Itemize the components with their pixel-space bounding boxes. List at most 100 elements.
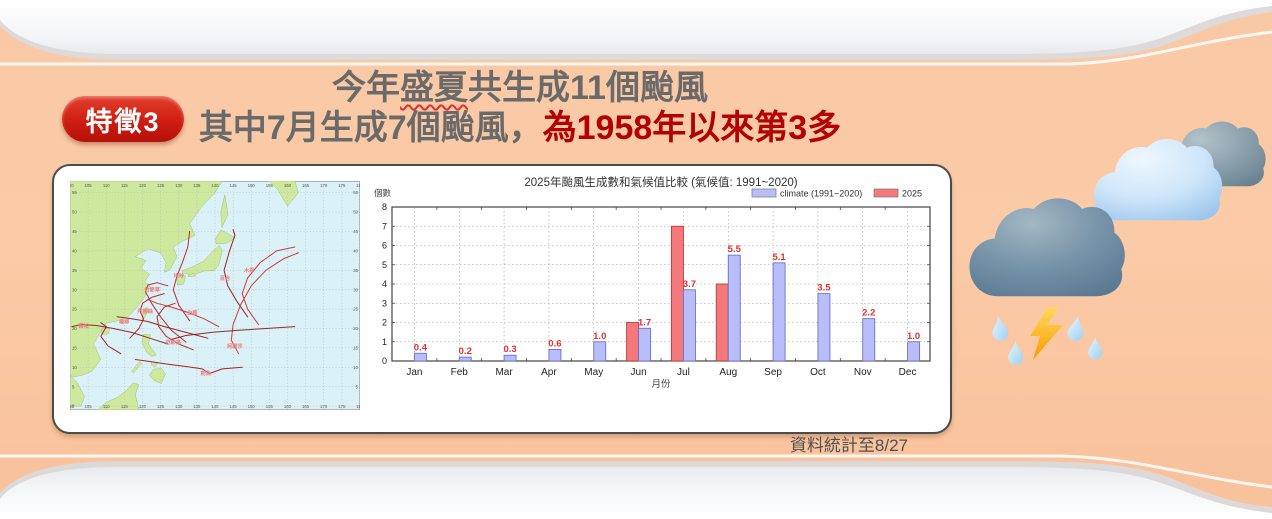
svg-text:135: 135 — [193, 183, 201, 188]
svg-text:150: 150 — [248, 183, 256, 188]
bottom-wave-decoration — [0, 454, 1272, 519]
svg-text:3.7: 3.7 — [683, 279, 696, 290]
svg-text:10: 10 — [353, 365, 358, 370]
svg-text:個數: 個數 — [374, 188, 392, 198]
svg-text:2025年颱風生成數和氣候值比較 (氣候值: 1991~20: 2025年颱風生成數和氣候值比較 (氣候值: 1991~2020) — [524, 175, 797, 189]
svg-text:5.5: 5.5 — [728, 244, 742, 255]
svg-text:155: 155 — [266, 183, 274, 188]
svg-text:4: 4 — [382, 279, 387, 289]
svg-text:5: 5 — [72, 384, 75, 389]
svg-text:玲玲: 玲玲 — [174, 271, 185, 279]
raindrop-icon — [992, 314, 1103, 365]
svg-text:5: 5 — [356, 384, 359, 389]
svg-text:10: 10 — [72, 365, 77, 370]
svg-text:白鹿: 白鹿 — [187, 309, 198, 317]
svg-text:105: 105 — [85, 183, 93, 188]
slide-title: 今年盛夏共生成11個颱風 其中7月生成7個颱風，為1958年以來第3多 — [170, 68, 870, 148]
svg-text:Jan: Jan — [406, 367, 422, 378]
svg-text:8: 8 — [382, 202, 387, 212]
svg-text:155: 155 — [266, 404, 274, 409]
svg-text:楊柳: 楊柳 — [119, 317, 129, 325]
svg-text:Nov: Nov — [854, 367, 872, 378]
svg-text:50: 50 — [72, 210, 77, 215]
svg-text:Jul: Jul — [677, 367, 690, 378]
svg-text:25: 25 — [72, 307, 77, 312]
svg-text:160: 160 — [284, 183, 292, 188]
svg-text:30: 30 — [353, 287, 358, 292]
svg-text:0: 0 — [382, 356, 387, 366]
svg-text:2.2: 2.2 — [862, 308, 875, 319]
svg-text:2025: 2025 — [902, 189, 922, 199]
svg-text:Aug: Aug — [719, 367, 737, 378]
svg-text:Sep: Sep — [764, 367, 782, 378]
svg-text:55: 55 — [72, 190, 77, 195]
svg-text:180: 180 — [356, 183, 360, 188]
svg-text:1: 1 — [382, 337, 387, 347]
title-highlight: 為1958年以來第3多 — [542, 109, 842, 147]
light-cloud-icon — [1093, 138, 1223, 221]
svg-text:Mar: Mar — [495, 367, 513, 378]
svg-text:20: 20 — [353, 326, 358, 331]
svg-text:130: 130 — [175, 183, 183, 188]
svg-text:2: 2 — [382, 318, 387, 328]
svg-text:115: 115 — [121, 404, 128, 409]
svg-text:125: 125 — [157, 183, 165, 188]
svg-text:145: 145 — [230, 183, 238, 188]
svg-text:5.1: 5.1 — [772, 252, 786, 263]
svg-text:165: 165 — [302, 404, 310, 409]
svg-text:170: 170 — [320, 183, 328, 188]
svg-text:175: 175 — [338, 183, 346, 188]
svg-text:6: 6 — [382, 241, 387, 251]
svg-text:0.3: 0.3 — [503, 344, 516, 355]
svg-text:木恩: 木恩 — [243, 266, 255, 274]
svg-text:100: 100 — [70, 183, 74, 188]
svg-text:125: 125 — [157, 404, 165, 409]
svg-text:15: 15 — [72, 345, 77, 350]
svg-text:月份: 月份 — [651, 378, 671, 390]
svg-text:30: 30 — [72, 287, 77, 292]
svg-text:165: 165 — [302, 183, 310, 188]
title-line1: 今年盛夏共生成11個颱風 — [332, 69, 708, 107]
svg-text:3: 3 — [382, 298, 387, 308]
footnote: 資料統計至8/27 — [789, 436, 908, 455]
svg-text:110: 110 — [103, 183, 110, 188]
svg-text:15: 15 — [353, 345, 358, 350]
svg-text:55: 55 — [353, 190, 358, 195]
svg-text:0.4: 0.4 — [414, 342, 428, 353]
svg-text:Oct: Oct — [810, 367, 826, 378]
lightning-icon — [1030, 307, 1063, 360]
svg-text:0: 0 — [72, 404, 75, 409]
svg-text:Feb: Feb — [451, 367, 469, 378]
svg-text:175: 175 — [338, 404, 346, 409]
svg-text:Dec: Dec — [899, 367, 917, 378]
title-line2: 其中7月生成7個颱風，為1958年以來第3多 — [198, 109, 842, 147]
svg-text:180: 180 — [356, 404, 360, 409]
weather-illustration — [969, 121, 1266, 365]
svg-text:劍魚: 劍魚 — [201, 369, 212, 377]
svg-text:110: 110 — [103, 404, 110, 409]
svg-text:薇帕: 薇帕 — [78, 321, 88, 329]
svg-text:50: 50 — [353, 210, 358, 215]
svg-text:105: 105 — [85, 404, 93, 409]
svg-text:0.2: 0.2 — [459, 346, 472, 357]
svg-text:范斯高: 范斯高 — [165, 338, 181, 346]
feature-badge-label: 特徵3 — [85, 106, 161, 137]
typhoon-track-map: 1001001051051101101151151201201251251301… — [70, 181, 360, 410]
svg-text:1.0: 1.0 — [907, 331, 920, 342]
svg-text:135: 135 — [193, 404, 201, 409]
svg-text:3.5: 3.5 — [817, 283, 831, 294]
svg-text:115: 115 — [121, 183, 128, 188]
feature-badge: 特徵3 — [62, 96, 184, 142]
svg-text:35: 35 — [353, 268, 358, 273]
svg-text:0.6: 0.6 — [548, 338, 561, 349]
svg-text:40: 40 — [353, 248, 358, 253]
svg-text:1.7: 1.7 — [638, 317, 651, 328]
svg-text:120: 120 — [139, 404, 147, 409]
svg-text:160: 160 — [284, 404, 292, 409]
svg-text:7: 7 — [382, 221, 387, 231]
content-panel: 1001001051051101101151151201201251251301… — [52, 164, 952, 434]
storm-cloud-icon — [969, 198, 1125, 297]
svg-text:5: 5 — [382, 260, 387, 270]
